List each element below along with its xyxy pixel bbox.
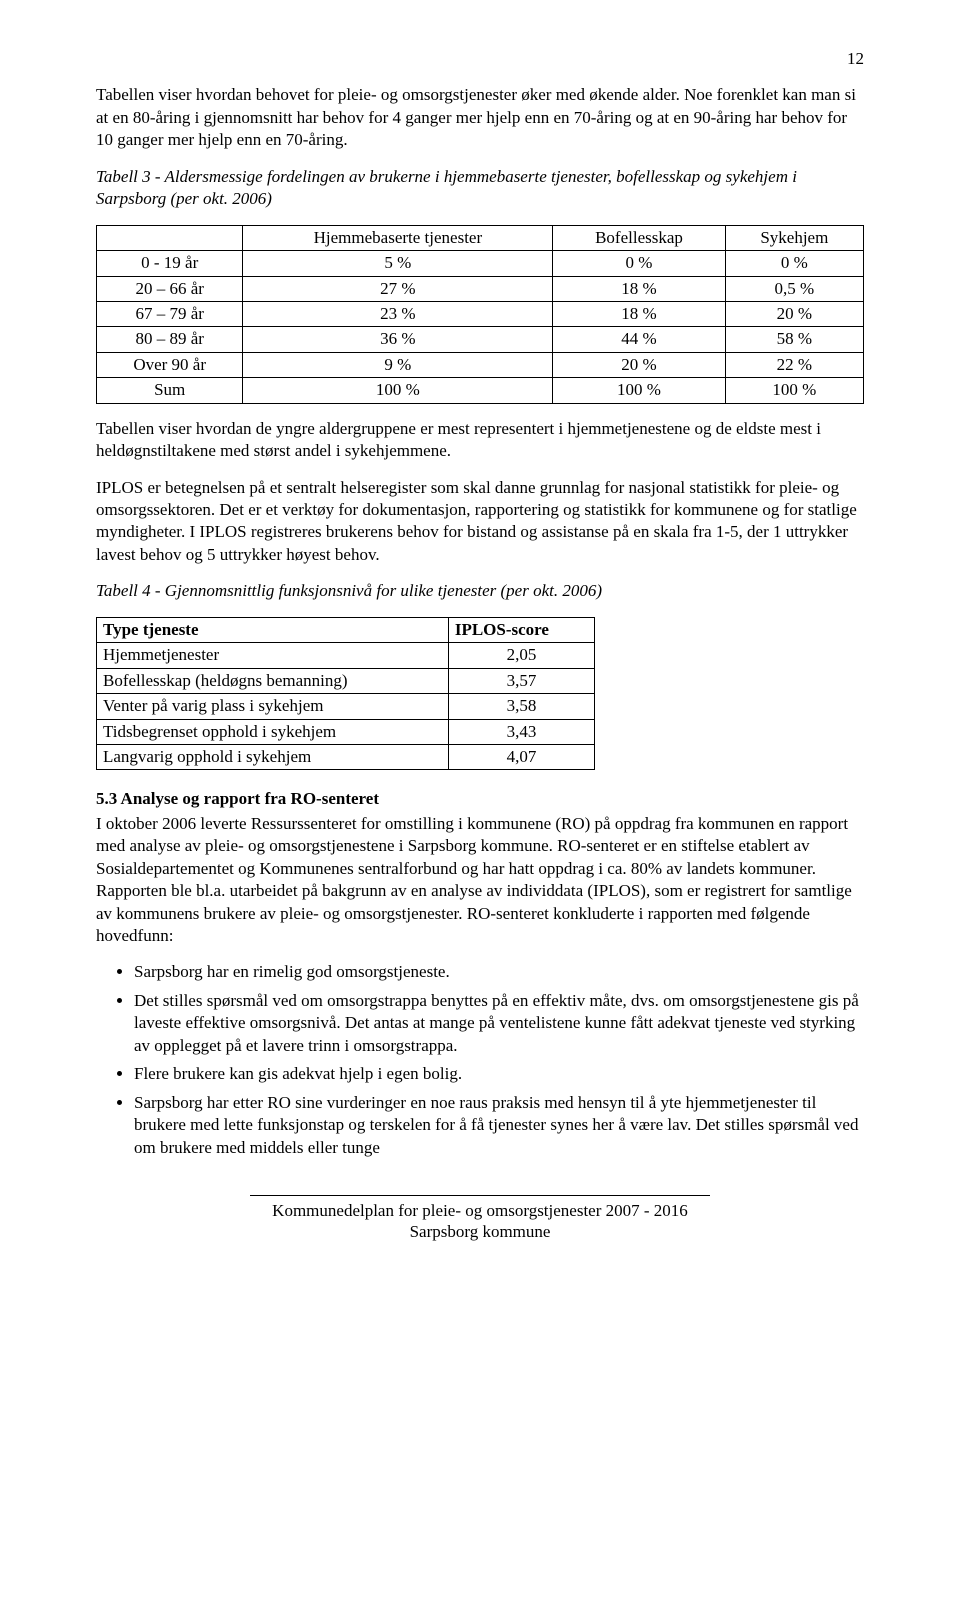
para-after-t3: Tabellen viser hvordan de yngre aldergru… (96, 418, 864, 463)
table-row: Over 90 år 9 % 20 % 22 % (97, 352, 864, 377)
table-cell: 0 % (553, 251, 725, 276)
table-row: Hjemmebaserte tjenester Bofellesskap Syk… (97, 225, 864, 250)
table-cell: 100 % (553, 378, 725, 403)
table-cell: 80 – 89 år (97, 327, 243, 352)
intro-paragraph: Tabellen viser hvordan behovet for pleie… (96, 84, 864, 151)
section-5-3-heading: 5.3 Analyse og rapport fra RO-senteret (96, 788, 864, 810)
table-cell: 22 % (725, 352, 863, 377)
table-cell: 58 % (725, 327, 863, 352)
table-cell: Tidsbegrenset opphold i sykehjem (97, 719, 449, 744)
table-cell: 20 – 66 år (97, 276, 243, 301)
table-row: 0 - 19 år 5 % 0 % 0 % (97, 251, 864, 276)
table-header: Type tjeneste (97, 617, 449, 642)
table-cell: 2,05 (448, 643, 594, 668)
table-row: Bofellesskap (heldøgns bemanning) 3,57 (97, 668, 595, 693)
table-cell: Bofellesskap (heldøgns bemanning) (97, 668, 449, 693)
table-cell: 3,43 (448, 719, 594, 744)
table-cell: 27 % (243, 276, 553, 301)
table-row: Venter på varig plass i sykehjem 3,58 (97, 694, 595, 719)
table-row: Tidsbegrenset opphold i sykehjem 3,43 (97, 719, 595, 744)
list-item: Sarpsborg har etter RO sine vurderinger … (134, 1092, 864, 1159)
table-3: Hjemmebaserte tjenester Bofellesskap Syk… (96, 225, 864, 404)
table-cell: 100 % (725, 378, 863, 403)
table-header (97, 225, 243, 250)
table-cell: 36 % (243, 327, 553, 352)
section-5-3-body: I oktober 2006 leverte Ressurssenteret f… (96, 813, 864, 948)
table-header: Hjemmebaserte tjenester (243, 225, 553, 250)
list-item: Flere brukere kan gis adekvat hjelp i eg… (134, 1063, 864, 1085)
table-row: Type tjeneste IPLOS-score (97, 617, 595, 642)
table-cell: Over 90 år (97, 352, 243, 377)
table-cell: 5 % (243, 251, 553, 276)
table-row: Sum 100 % 100 % 100 % (97, 378, 864, 403)
table-cell: Langvarig opphold i sykehjem (97, 744, 449, 769)
table-row: 67 – 79 år 23 % 18 % 20 % (97, 301, 864, 326)
list-item: Sarpsborg har en rimelig god omsorgstjen… (134, 961, 864, 983)
table-cell: Sum (97, 378, 243, 403)
page-number: 12 (96, 48, 864, 70)
table4-caption: Tabell 4 - Gjennomsnittlig funksjonsnivå… (96, 580, 864, 602)
table-cell: 44 % (553, 327, 725, 352)
table-cell: 18 % (553, 301, 725, 326)
table-row: Langvarig opphold i sykehjem 4,07 (97, 744, 595, 769)
table-header: Bofellesskap (553, 225, 725, 250)
table-cell: 0 - 19 år (97, 251, 243, 276)
table-cell: 67 – 79 år (97, 301, 243, 326)
table-row: 20 – 66 år 27 % 18 % 0,5 % (97, 276, 864, 301)
footer-divider (250, 1195, 711, 1196)
table-cell: 20 % (725, 301, 863, 326)
table-cell: 23 % (243, 301, 553, 326)
table-header: IPLOS-score (448, 617, 594, 642)
findings-list: Sarpsborg har en rimelig god omsorgstjen… (96, 961, 864, 1159)
footer-line2: Sarpsborg kommune (410, 1222, 551, 1241)
table-cell: 4,07 (448, 744, 594, 769)
table-cell: 3,57 (448, 668, 594, 693)
table-cell: 9 % (243, 352, 553, 377)
para-iplos: IPLOS er betegnelsen på et sentralt hels… (96, 477, 864, 567)
footer: Kommunedelplan for pleie- og omsorgstjen… (96, 1200, 864, 1243)
table-cell: Venter på varig plass i sykehjem (97, 694, 449, 719)
list-item: Det stilles spørsmål ved om omsorgstrapp… (134, 990, 864, 1057)
table-cell: 20 % (553, 352, 725, 377)
table-cell: Hjemmetjenester (97, 643, 449, 668)
table-cell: 18 % (553, 276, 725, 301)
table3-caption: Tabell 3 - Aldersmessige fordelingen av … (96, 166, 864, 211)
table-4: Type tjeneste IPLOS-score Hjemmetjeneste… (96, 617, 595, 771)
table-row: Hjemmetjenester 2,05 (97, 643, 595, 668)
table-row: 80 – 89 år 36 % 44 % 58 % (97, 327, 864, 352)
table-cell: 100 % (243, 378, 553, 403)
table-cell: 0,5 % (725, 276, 863, 301)
table-header: Sykehjem (725, 225, 863, 250)
footer-line1: Kommunedelplan for pleie- og omsorgstjen… (272, 1201, 688, 1220)
table-cell: 3,58 (448, 694, 594, 719)
table-cell: 0 % (725, 251, 863, 276)
